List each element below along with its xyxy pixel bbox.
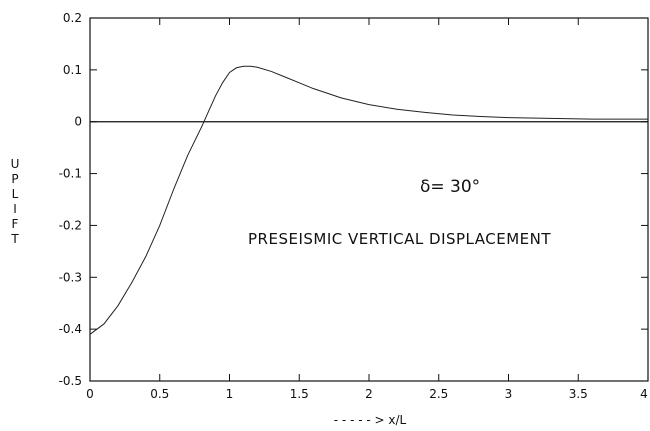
delta-annotation: δ= 30° — [420, 177, 480, 197]
y-axis-label-letter: T — [10, 232, 19, 246]
x-axis: 0 0.5 1 1.5 2 2.5 3 3.5 4 — [86, 18, 649, 401]
y-tick-label: -0.1 — [59, 167, 82, 181]
y-axis-label-letter: L — [12, 187, 19, 201]
x-tick-label: 4 — [640, 387, 648, 401]
y-axis-label-letter: I — [13, 202, 17, 216]
y-tick-label: -0.5 — [59, 374, 82, 388]
x-tick-label: 3.5 — [569, 387, 588, 401]
series-line-uplift — [89, 65, 648, 335]
y-axis-label-letter: U — [11, 157, 20, 171]
y-tick-label: -0.3 — [59, 270, 82, 284]
preseismic-annotation: PRESEISMIC VERTICAL DISPLACEMENT — [248, 230, 551, 248]
y-axis: -0.5 -0.4 -0.3 -0.2 -0.1 0 0.1 0.2 — [59, 11, 648, 388]
x-tick-label: 3 — [505, 387, 513, 401]
x-axis-label: - - - - - > x/L — [334, 413, 407, 427]
y-tick-label: -0.4 — [59, 322, 82, 336]
y-tick-label: -0.2 — [59, 218, 82, 232]
plot-frame — [89, 17, 649, 382]
x-tick-label: 2.5 — [429, 387, 448, 401]
y-tick-label: 0.2 — [63, 11, 82, 25]
x-tick-label: 0.5 — [150, 387, 169, 401]
x-tick-label: 2 — [365, 387, 373, 401]
x-tick-label: 0 — [86, 387, 94, 401]
plot-area — [89, 17, 649, 382]
x-tick-label: 1 — [226, 387, 234, 401]
y-axis-label-letter: P — [11, 172, 18, 186]
x-tick-label: 1.5 — [290, 387, 309, 401]
y-axis-label-letter: F — [12, 217, 19, 231]
y-tick-label: 0 — [74, 115, 82, 129]
y-tick-label: 0.1 — [63, 63, 82, 77]
